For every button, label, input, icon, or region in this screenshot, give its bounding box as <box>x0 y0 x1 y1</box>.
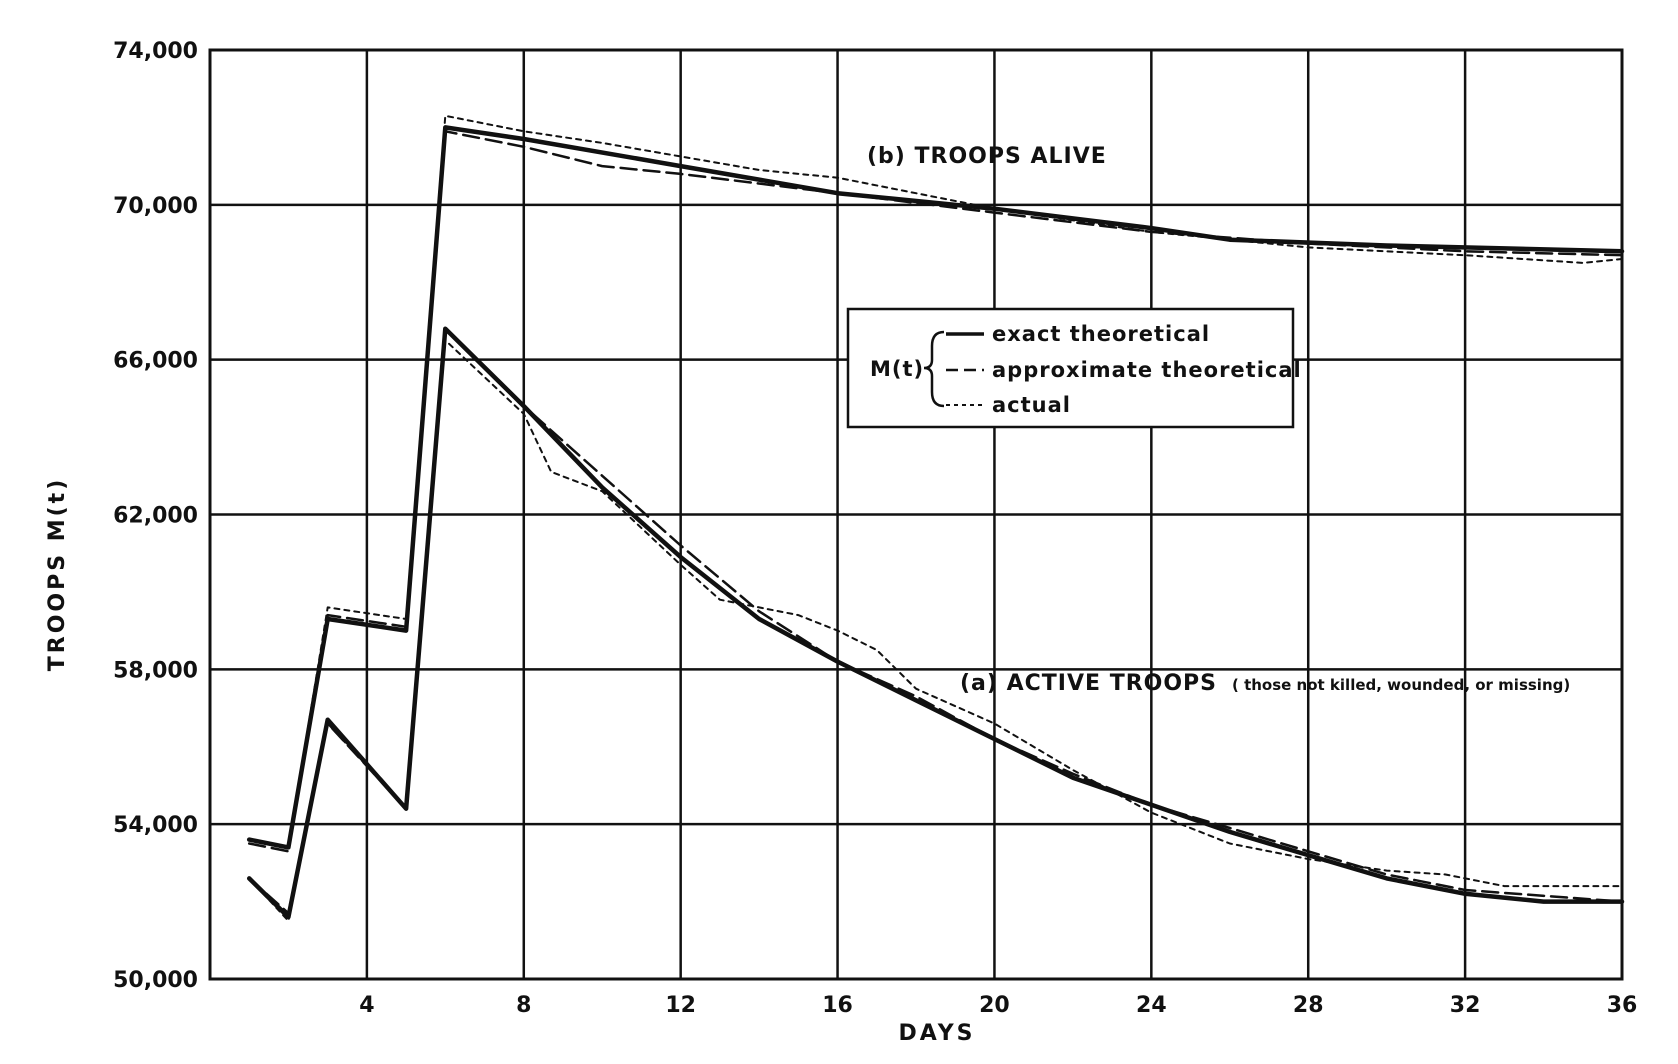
x-tick-label: 12 <box>665 993 696 1018</box>
x-tick-label: 24 <box>1136 993 1167 1018</box>
x-tick-label: 20 <box>979 993 1010 1018</box>
legend-entry-approximate: approximate theoretical <box>992 358 1302 382</box>
x-tick-label: 4 <box>359 993 374 1018</box>
troops-alive-dotted-line <box>248 114 1623 849</box>
tick-labels: 4 8 12 16 20 24 28 32 36 50,000 54,000 58,000 62,000… <box>113 39 1637 1018</box>
legend-entry-exact: exact theoretical <box>992 322 1210 346</box>
active-troops-sublabel: ( those not killed, wounded, or missing) <box>1232 676 1570 694</box>
legend-prefix: M(t) <box>870 357 924 381</box>
legend-box <box>846 307 1295 429</box>
active-troops-dotted-line <box>248 339 1623 922</box>
troops-alive-solid-line <box>246 125 1625 850</box>
x-tick-label: 32 <box>1450 993 1481 1018</box>
grid <box>208 48 1624 981</box>
y-tick-label: 62,000 <box>113 504 198 529</box>
x-tick-label: 28 <box>1293 993 1324 1018</box>
y-axis-title: TROOPS M(t) <box>45 477 70 672</box>
x-axis-title: DAYS <box>899 1021 976 1046</box>
y-tick-label: 58,000 <box>113 658 198 683</box>
y-tick-label: 70,000 <box>113 194 198 219</box>
y-tick-label: 50,000 <box>113 968 198 993</box>
y-tick-label: 54,000 <box>113 813 198 838</box>
x-tick-label: 16 <box>822 993 853 1018</box>
active-troops-label: (a) ACTIVE TROOPS <box>960 671 1217 696</box>
legend-brace <box>923 330 945 408</box>
x-tick-label: 36 <box>1607 993 1638 1018</box>
series-group <box>246 114 1625 922</box>
y-tick-label: 74,000 <box>113 39 198 64</box>
legend-entry-actual: actual <box>992 393 1071 417</box>
troops-alive-dashed-line <box>247 130 1624 853</box>
x-tick-label: 8 <box>516 993 531 1018</box>
legend: M(t) exact theoretical approximate theor… <box>846 307 1302 429</box>
y-tick-label: 66,000 <box>113 349 198 374</box>
troops-alive-label: (b) TROOPS ALIVE <box>867 144 1107 169</box>
